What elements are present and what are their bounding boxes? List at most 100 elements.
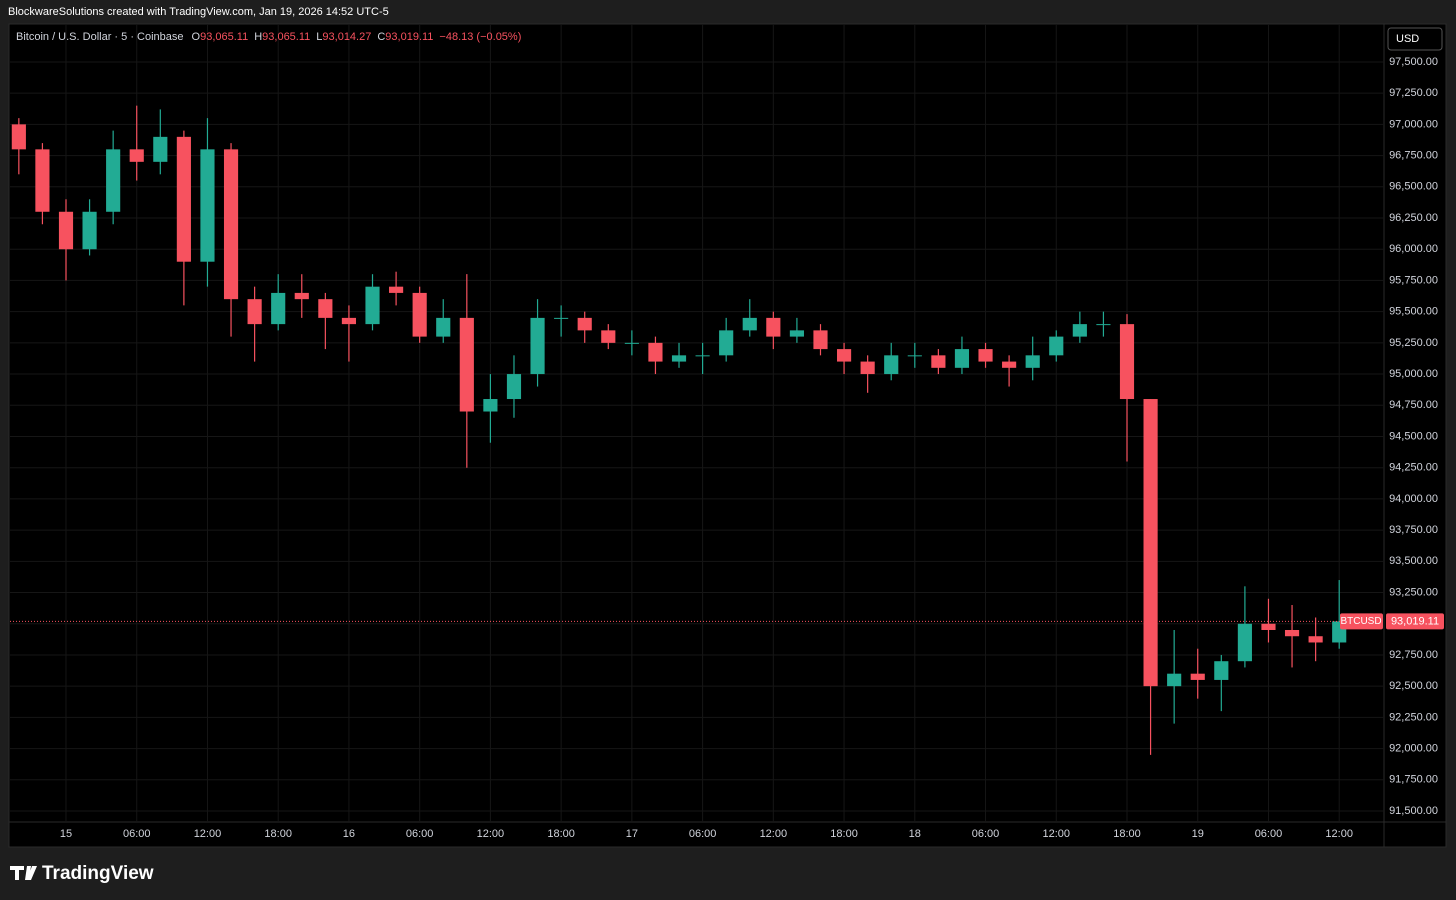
candle-body	[1143, 399, 1158, 687]
x-tick-label: 06:00	[123, 828, 151, 840]
candle-body	[11, 124, 26, 150]
candle-body	[813, 330, 828, 350]
y-tick-label: 91,750.00	[1389, 774, 1438, 786]
candle-body	[554, 317, 569, 319]
candle-body	[318, 299, 333, 318]
candle-body	[1237, 623, 1252, 662]
candle-body	[978, 349, 993, 362]
candle-body	[1025, 355, 1040, 368]
candle-body	[1096, 324, 1111, 326]
candle-body	[341, 317, 357, 325]
x-tick-label: 15	[60, 828, 72, 840]
legend-value: 93,065.11	[262, 31, 310, 43]
candle-body	[1119, 324, 1135, 400]
ohlc-legend: Bitcoin / U.S. Dollar · 5 · Coinbase O93,…	[16, 31, 521, 43]
logo-icon	[10, 866, 37, 880]
y-tick-label: 96,500.00	[1389, 181, 1438, 193]
x-tick-label: 12:00	[760, 828, 788, 840]
x-tick-label: 17	[626, 828, 638, 840]
candle-body	[671, 355, 687, 362]
y-tick-label: 96,250.00	[1389, 212, 1438, 224]
candle-body	[530, 317, 545, 375]
legend-value: 93,065.11	[200, 31, 248, 43]
candles	[10, 105, 1384, 755]
y-tick-label: 96,000.00	[1389, 243, 1438, 255]
legend-change: −48.13 (−0.05%)	[439, 31, 521, 43]
y-tick-label: 92,000.00	[1389, 742, 1438, 754]
x-tick-label: 06:00	[972, 828, 1000, 840]
x-tick-label: 18:00	[1113, 828, 1141, 840]
y-tick-label: 95,000.00	[1389, 368, 1438, 380]
candle-body	[601, 330, 616, 343]
y-tick-label: 91,500.00	[1389, 805, 1438, 817]
candle-body	[129, 149, 144, 162]
y-tick-label: 94,750.00	[1389, 399, 1438, 411]
price-tag-label: 93,019.11	[1391, 615, 1439, 627]
y-tick-label: 92,500.00	[1389, 680, 1438, 692]
candle-body	[58, 211, 74, 250]
candle-body	[82, 211, 97, 250]
candle-body	[648, 342, 663, 362]
candle-body	[506, 374, 522, 400]
x-tick-label: 06:00	[689, 828, 717, 840]
y-tick-label: 93,250.00	[1389, 586, 1438, 598]
y-tick-label: 95,500.00	[1389, 306, 1438, 318]
candle-body	[907, 355, 922, 357]
logo: TradingView	[10, 863, 154, 884]
currency-button[interactable]	[1387, 27, 1443, 51]
candle-body	[436, 317, 451, 337]
labels: 91,500.00 91,750.00 92,000.00 92,250.00 92,5…	[60, 56, 1444, 840]
x-tick-label: 19	[1192, 828, 1204, 840]
candle-body	[860, 361, 875, 375]
legend-key: L	[316, 31, 322, 43]
x-tick-label: 12:00	[1043, 828, 1071, 840]
candle-body	[294, 292, 309, 300]
y-tick-label: 95,750.00	[1389, 274, 1438, 286]
candle-body	[106, 149, 121, 212]
symbol-tag-label: BTCUSD	[1340, 616, 1381, 627]
candle-body	[789, 330, 804, 337]
candle-body	[483, 399, 498, 412]
candle-body	[176, 136, 191, 262]
legend-symbol: Bitcoin / U.S. Dollar · 5 · Coinbase	[16, 31, 184, 43]
y-tick-label: 93,750.00	[1389, 524, 1438, 536]
x-tick-label: 12:00	[1325, 828, 1353, 840]
currency[interactable]: USD	[1396, 33, 1419, 45]
y-tick-label: 94,000.00	[1389, 493, 1438, 505]
candle-body	[1002, 361, 1017, 368]
legend-key: H	[254, 31, 262, 43]
x-tick-label: 06:00	[406, 828, 434, 840]
chart-pane	[8, 23, 1447, 848]
legend-value: 93,019.11	[385, 31, 433, 43]
candle-body	[766, 317, 781, 337]
candle-body	[200, 149, 215, 262]
y-tick-label: 95,250.00	[1389, 337, 1438, 349]
candle-body	[365, 286, 380, 325]
x-tick-label: 18	[909, 828, 921, 840]
candle-body	[1261, 623, 1276, 630]
candle-body	[954, 349, 970, 368]
candle-body	[35, 149, 50, 212]
symbol-tag	[1340, 613, 1383, 630]
candle-body	[742, 317, 757, 331]
legend-value: 93,014.27	[322, 31, 371, 43]
y-tick-label: 97,500.00	[1389, 56, 1438, 68]
candle-body	[271, 292, 286, 325]
x-tick-label: 12:00	[477, 828, 505, 840]
legend-key: O	[192, 31, 201, 43]
candle-body	[223, 149, 239, 300]
candle-body	[1072, 324, 1087, 337]
x-tick-label: 18:00	[830, 828, 858, 840]
candle-body	[247, 299, 262, 325]
x-tick-label: 18:00	[547, 828, 575, 840]
candle-body	[1284, 629, 1300, 637]
y-tick-label: 96,750.00	[1389, 149, 1438, 161]
legend-key: C	[377, 31, 385, 43]
y-tick-label: 97,000.00	[1389, 118, 1438, 130]
candle-body	[719, 330, 734, 356]
candle-body	[459, 317, 474, 412]
candle-body	[1308, 636, 1323, 643]
y-tick-label: 94,250.00	[1389, 462, 1438, 474]
